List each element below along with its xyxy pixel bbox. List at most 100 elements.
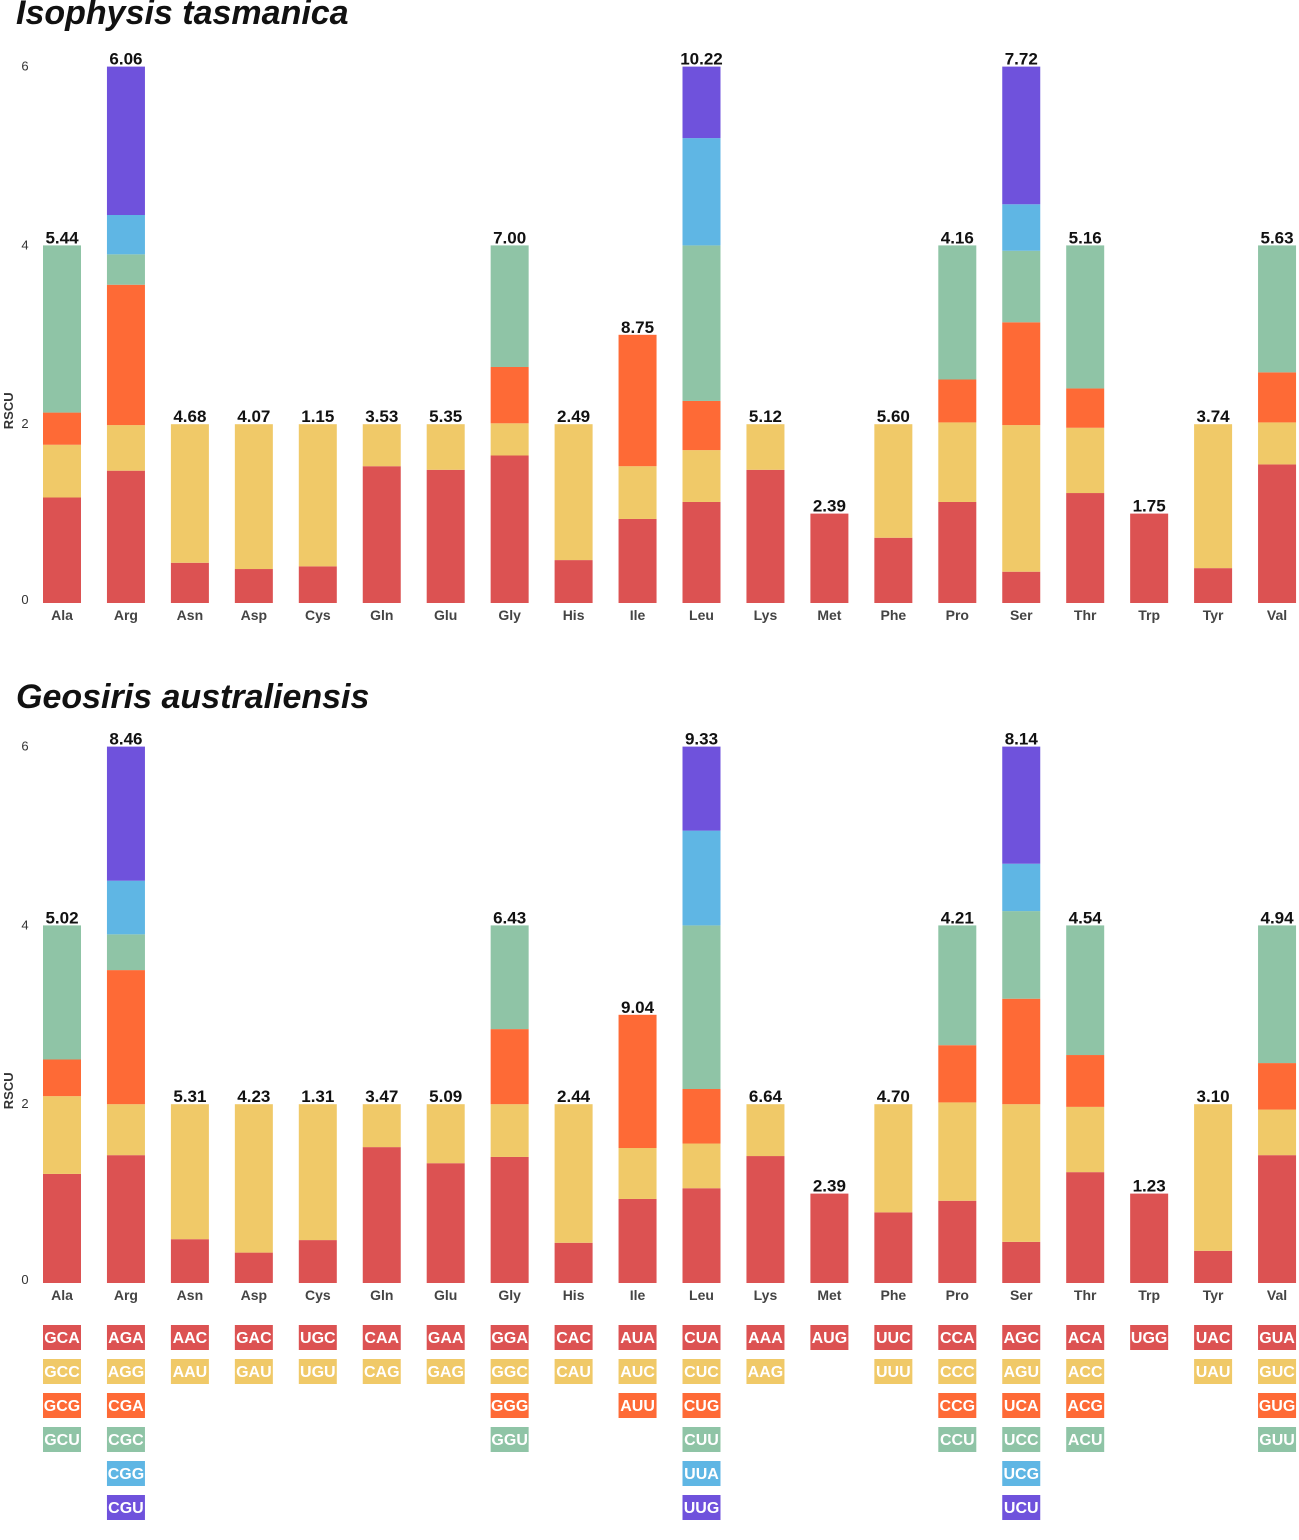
x-tick-label: Met xyxy=(817,607,841,623)
codon-legend-swatch xyxy=(618,1359,657,1384)
x-tick-label: Asn xyxy=(177,1287,203,1303)
bar-segment-leu-uug xyxy=(682,66,721,139)
bar-segment-pro-ccc xyxy=(938,422,977,502)
bar-segment-ser-uca xyxy=(1002,998,1041,1105)
codon-legend-label: UGU xyxy=(300,1364,336,1381)
bar-segment-arg-aga xyxy=(106,1155,145,1283)
codon-legend-label: GAG xyxy=(427,1364,463,1381)
bar-value-label: 3.53 xyxy=(365,407,398,426)
codon-legend-swatch xyxy=(618,1325,657,1350)
bar-segment-his-cau xyxy=(554,424,593,561)
bar-value-label: 5.12 xyxy=(749,407,782,426)
bar-segment-arg-cga xyxy=(106,970,145,1105)
codon-legend-swatch xyxy=(426,1359,465,1384)
bar-segment-ser-ucc xyxy=(1002,250,1041,323)
bar-segment-trp-ugg xyxy=(1130,1193,1169,1283)
x-tick-label: Pro xyxy=(946,607,969,623)
bar-segment-val-guu xyxy=(1258,245,1297,373)
bar-segment-val-gug xyxy=(1258,372,1297,423)
bar-segment-ala-gcg xyxy=(43,412,81,445)
bar-segment-pro-ccg xyxy=(938,1045,977,1103)
codon-legend-label: CCU xyxy=(940,1432,975,1449)
x-tick-label: Val xyxy=(1267,607,1287,623)
bar-segment-pro-ccu xyxy=(938,245,977,380)
bar-segment-arg-agg xyxy=(106,425,145,471)
bar-value-label: 4.23 xyxy=(237,1087,270,1106)
x-tick-label: Gln xyxy=(370,607,393,623)
codon-legend-swatch xyxy=(1066,1427,1105,1452)
codon-legend-label: UGG xyxy=(1131,1330,1167,1347)
bar-segment-ile-auu xyxy=(618,334,657,467)
x-tick-label: Asn xyxy=(177,607,203,623)
bar-value-label: 3.47 xyxy=(365,1087,398,1106)
codon-legend-swatch xyxy=(362,1359,401,1384)
bar-value-label: 3.74 xyxy=(1197,407,1231,426)
bar-value-label: 6.43 xyxy=(493,908,526,927)
codon-legend-label: CUA xyxy=(684,1330,719,1347)
x-tick-label: Thr xyxy=(1074,607,1097,623)
bar-segment-ile-auc xyxy=(618,466,657,519)
codon-legend-swatch xyxy=(298,1359,337,1384)
y-tick-label: 6 xyxy=(21,59,28,74)
x-tick-label: Glu xyxy=(434,1287,457,1303)
bar-segment-ser-ucu xyxy=(1002,66,1041,205)
bar-segment-cys-ugc xyxy=(298,566,337,603)
codon-legend-label: CUG xyxy=(684,1398,720,1415)
bar-segment-leu-cug xyxy=(682,1089,721,1144)
x-tick-label: Gln xyxy=(370,1287,393,1303)
codon-legend-swatch xyxy=(1066,1393,1105,1418)
bar-segment-arg-cga xyxy=(106,284,145,426)
codon-legend-swatch xyxy=(234,1359,273,1384)
bar-segment-ser-ucu xyxy=(1002,746,1041,864)
codon-legend-swatch xyxy=(43,1359,81,1384)
codon-legend-swatch xyxy=(426,1325,465,1350)
codon-legend-label: CCG xyxy=(940,1398,976,1415)
codon-legend-swatch xyxy=(938,1393,977,1418)
bar-value-label: 1.31 xyxy=(301,1087,334,1106)
codon-legend-swatch xyxy=(682,1325,721,1350)
codon-legend-swatch xyxy=(106,1325,145,1350)
codon-legend-label: ACU xyxy=(1068,1432,1103,1449)
codon-legend-label: CGA xyxy=(108,1398,144,1415)
bar-segment-leu-cuu xyxy=(682,925,721,1090)
bar-segment-thr-acu xyxy=(1066,925,1105,1056)
codon-legend-swatch xyxy=(682,1495,721,1520)
bar-segment-arg-cgu xyxy=(106,66,145,216)
bar-value-label: 4.16 xyxy=(941,228,974,247)
codon-legend-label: GGG xyxy=(491,1398,528,1415)
bar-segment-arg-cgc xyxy=(106,254,145,285)
codon-legend-swatch xyxy=(490,1393,529,1418)
x-tick-label: Glu xyxy=(434,607,457,623)
bar-segment-tyr-uac xyxy=(1194,568,1233,603)
bar-segment-thr-aca xyxy=(1066,493,1105,603)
x-tick-label: Leu xyxy=(689,1287,714,1303)
codon-legend-label: AGG xyxy=(108,1364,144,1381)
bar-value-label: 3.10 xyxy=(1197,1087,1230,1106)
bar-segment-trp-ugg xyxy=(1130,513,1169,603)
codon-legend-label: CAG xyxy=(364,1364,400,1381)
bar-segment-met-aug xyxy=(810,1193,849,1283)
bar-value-label: 5.63 xyxy=(1261,228,1294,247)
codon-legend-label: GCC xyxy=(44,1364,80,1381)
bar-segment-arg-cgc xyxy=(106,934,145,971)
codon-legend-swatch xyxy=(682,1359,721,1384)
bar-value-label: 7.72 xyxy=(1005,50,1038,69)
codon-legend-label: CAA xyxy=(364,1330,399,1347)
y-axis-label: RSCU xyxy=(1,392,16,429)
bar-segment-thr-aca xyxy=(1066,1172,1105,1283)
codon-legend-label: GUU xyxy=(1259,1432,1295,1449)
bar-segment-cys-ugu xyxy=(298,424,337,567)
x-tick-label: Gly xyxy=(498,607,521,623)
y-tick-label: 6 xyxy=(21,739,28,754)
bar-segment-ser-ucc xyxy=(1002,911,1041,999)
bar-segment-thr-acc xyxy=(1066,427,1105,494)
codon-legend-swatch xyxy=(106,1461,145,1486)
bar-value-label: 8.14 xyxy=(1005,730,1039,749)
x-tick-label: Phe xyxy=(881,1287,907,1303)
x-tick-label: Trp xyxy=(1138,1287,1160,1303)
codon-legend-label: CCC xyxy=(940,1364,975,1381)
bar-value-label: 5.60 xyxy=(877,407,910,426)
codon-legend-swatch xyxy=(1258,1359,1297,1384)
bar-segment-gln-caa xyxy=(362,1147,401,1283)
